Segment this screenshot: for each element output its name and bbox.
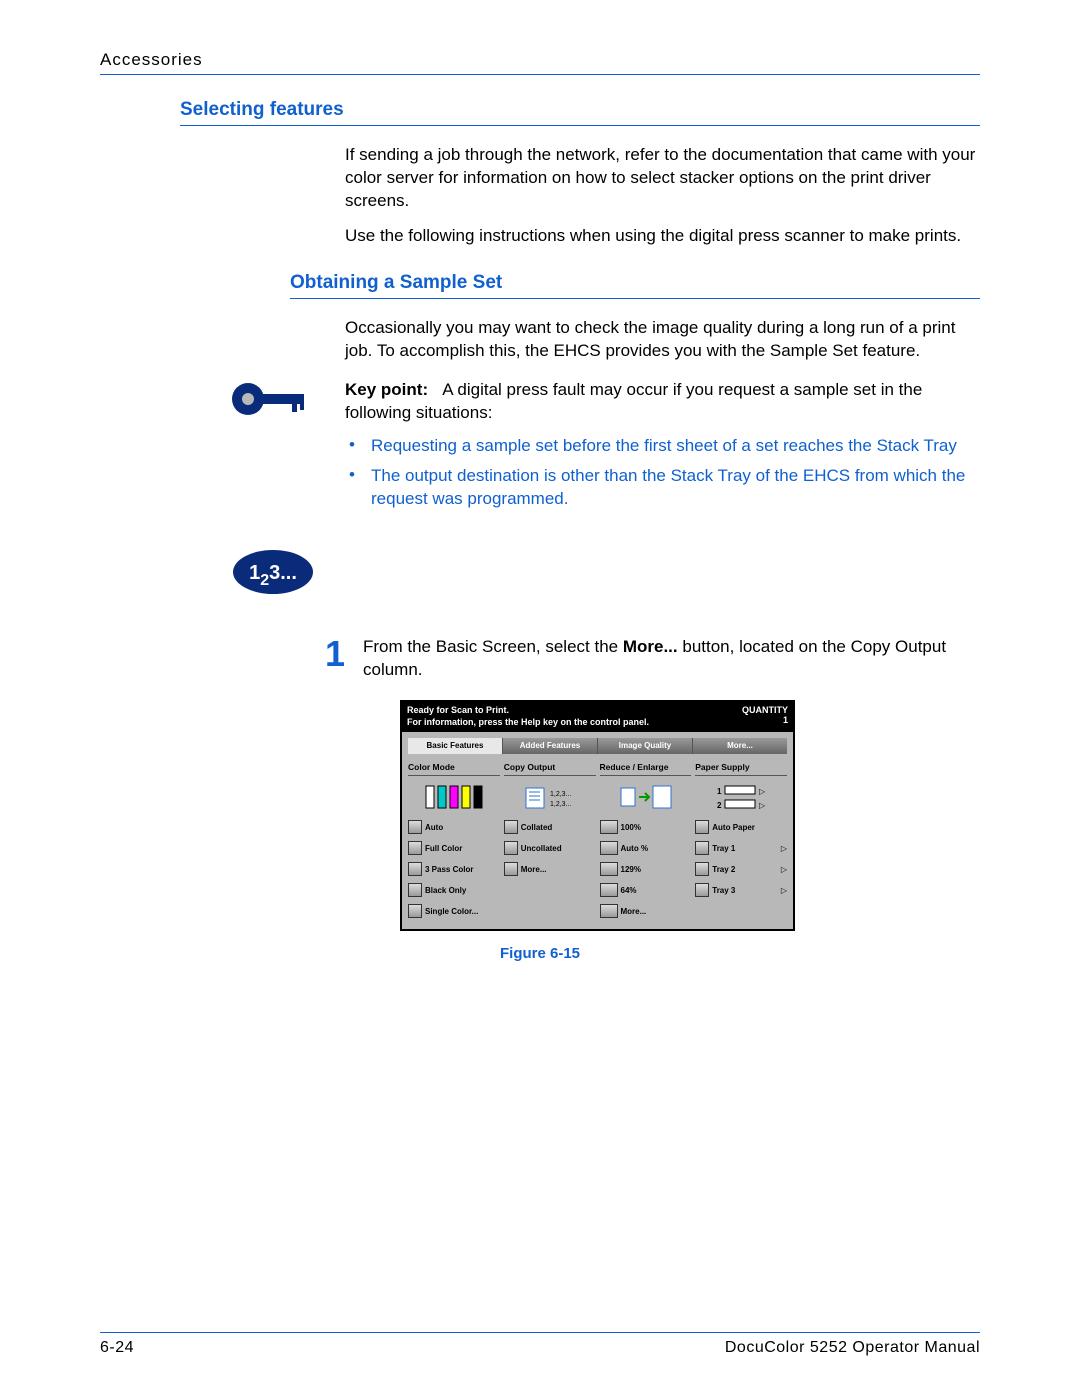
option-label: 129% <box>621 865 692 874</box>
option-button[interactable]: Auto Paper <box>695 818 787 836</box>
figure-caption: Figure 6-15 <box>100 945 980 962</box>
option-label: Uncollated <box>521 844 596 853</box>
option-box-icon <box>408 883 422 897</box>
option-box-icon <box>600 883 618 897</box>
keypoint-body: A digital press fault may occur if you r… <box>345 380 922 422</box>
option-button[interactable]: 3 Pass Color <box>408 860 500 878</box>
quantity-label: QUANTITY <box>742 705 788 715</box>
tab-more[interactable]: More... <box>693 738 787 755</box>
option-box-icon <box>600 904 618 918</box>
option-label: Single Color... <box>425 907 500 916</box>
svg-text:1,2,3...: 1,2,3... <box>550 791 571 798</box>
option-box-icon <box>504 841 518 855</box>
key-icon <box>230 379 330 424</box>
option-box-icon <box>600 820 618 834</box>
option-box-icon <box>695 820 709 834</box>
option-label: 3 Pass Color <box>425 865 500 874</box>
option-button[interactable]: Tray 1▷ <box>695 839 787 857</box>
status-line: Ready for Scan to Print. <box>407 705 649 717</box>
paragraph: Occasionally you may want to check the i… <box>345 317 980 363</box>
svg-text:2: 2 <box>717 801 722 810</box>
option-label: More... <box>621 907 692 916</box>
bullet-dot: • <box>349 435 371 458</box>
tab-added-features[interactable]: Added Features <box>503 738 598 755</box>
option-box-icon <box>504 862 518 876</box>
svg-text:▷: ▷ <box>759 787 766 796</box>
quantity-value: 1 <box>742 715 788 725</box>
ui-screenshot: Ready for Scan to Print. For information… <box>400 700 795 931</box>
heading-selecting-features: Selecting features <box>180 99 980 126</box>
column-header: Paper Supply <box>695 760 787 776</box>
bullet-dot: • <box>349 465 371 511</box>
manual-title: DocuColor 5252 Operator Manual <box>725 1339 980 1357</box>
step-number: 1 <box>290 636 345 672</box>
page-number: 6-24 <box>100 1339 134 1357</box>
option-box-icon <box>695 883 709 897</box>
column-illustration: 1,2,3... 1,2,3... <box>504 780 596 814</box>
keypoint-text: Key point: A digital press fault may occ… <box>345 379 980 425</box>
bullet-text: The output destination is other than the… <box>371 465 980 511</box>
svg-text:▷: ▷ <box>759 801 766 810</box>
option-button[interactable]: Auto % <box>600 839 692 857</box>
option-button[interactable]: Uncollated <box>504 839 596 857</box>
option-button[interactable]: Black Only <box>408 881 500 899</box>
svg-text:1: 1 <box>717 787 722 796</box>
option-button[interactable]: Full Color <box>408 839 500 857</box>
submenu-arrow-icon: ▷ <box>781 886 787 895</box>
option-button[interactable]: Tray 3▷ <box>695 881 787 899</box>
column-header: Color Mode <box>408 760 500 776</box>
option-button[interactable]: Auto <box>408 818 500 836</box>
option-label: Tray 2 <box>712 865 778 874</box>
option-box-icon <box>695 862 709 876</box>
option-box-icon <box>600 862 618 876</box>
option-label: Tray 3 <box>712 886 778 895</box>
option-box-icon <box>408 904 422 918</box>
column-illustration <box>408 780 500 814</box>
steps-badge-icon: 123... <box>230 547 980 602</box>
option-label: Auto Paper <box>712 823 787 832</box>
option-button[interactable]: 64% <box>600 881 692 899</box>
option-label: 64% <box>621 886 692 895</box>
option-box-icon <box>408 862 422 876</box>
option-button[interactable]: Collated <box>504 818 596 836</box>
option-label: Auto <box>425 823 500 832</box>
option-label: Black Only <box>425 886 500 895</box>
option-box-icon <box>504 820 518 834</box>
keypoint-label: Key point: <box>345 380 428 399</box>
option-box-icon <box>695 841 709 855</box>
option-label: Collated <box>521 823 596 832</box>
option-label: 100% <box>621 823 692 832</box>
tab-image-quality[interactable]: Image Quality <box>598 738 693 755</box>
option-button[interactable]: 129% <box>600 860 692 878</box>
chapter-header: Accessories <box>100 50 980 75</box>
option-button[interactable]: More... <box>504 860 596 878</box>
step-text: From the Basic Screen, select the More..… <box>363 636 980 682</box>
bullet-text: Requesting a sample set before the first… <box>371 435 980 458</box>
column-illustration <box>600 780 692 814</box>
tab-basic-features[interactable]: Basic Features <box>408 738 503 755</box>
svg-text:1,2,3...: 1,2,3... <box>550 801 571 808</box>
option-label: Auto % <box>621 844 692 853</box>
submenu-arrow-icon: ▷ <box>781 844 787 853</box>
option-button[interactable]: Single Color... <box>408 902 500 920</box>
option-button[interactable]: 100% <box>600 818 692 836</box>
option-button[interactable]: Tray 2▷ <box>695 860 787 878</box>
heading-sample-set: Obtaining a Sample Set <box>290 272 980 299</box>
status-line: For information, press the Help key on t… <box>407 717 649 729</box>
submenu-arrow-icon: ▷ <box>781 865 787 874</box>
option-label: Full Color <box>425 844 500 853</box>
column-illustration: 1 ▷ 2 ▷ <box>695 780 787 814</box>
option-box-icon <box>408 841 422 855</box>
option-label: Tray 1 <box>712 844 778 853</box>
option-box-icon <box>408 820 422 834</box>
column-header: Reduce / Enlarge <box>600 760 692 776</box>
option-button[interactable]: More... <box>600 902 692 920</box>
column-header: Copy Output <box>504 760 596 776</box>
paragraph: If sending a job through the network, re… <box>345 144 980 213</box>
paragraph: Use the following instructions when usin… <box>345 225 980 248</box>
option-label: More... <box>521 865 596 874</box>
option-box-icon <box>600 841 618 855</box>
